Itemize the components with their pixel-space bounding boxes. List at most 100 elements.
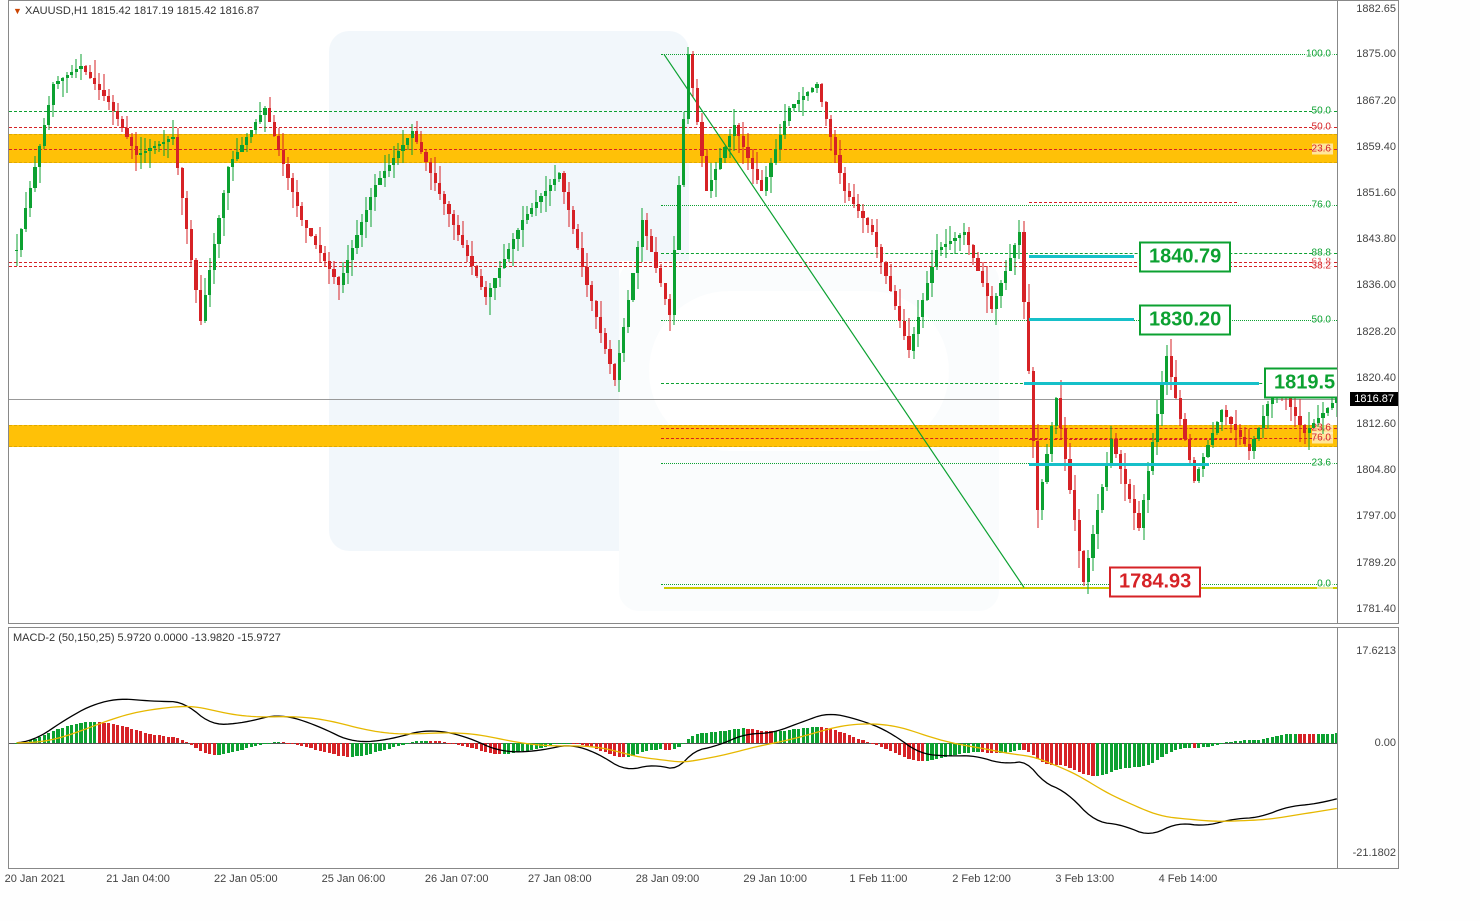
price-chart[interactable]: ▼ XAUUSD,H1 1815.42 1817.19 1815.42 1816… [8, 0, 1338, 624]
candlestick [1183, 413, 1186, 441]
candlestick [1147, 462, 1150, 513]
price-label-box: 1784.93 [1109, 566, 1201, 597]
candlestick [144, 138, 147, 163]
candlestick [374, 174, 377, 211]
candlestick [1133, 485, 1136, 530]
candlestick [1216, 421, 1219, 435]
candlestick [820, 83, 823, 107]
candlestick [999, 280, 1002, 308]
candlestick [949, 226, 952, 250]
candlestick [631, 273, 634, 302]
candlestick [696, 79, 699, 125]
price-ytick: 1875.00 [1356, 48, 1396, 60]
candlestick [93, 60, 96, 90]
candlestick [806, 91, 809, 101]
candlestick [567, 182, 570, 227]
candlestick [576, 224, 579, 250]
candlestick [89, 65, 92, 79]
candlestick [627, 290, 630, 333]
time-x-axis: 20 Jan 202121 Jan 04:0022 Jan 05:0025 Ja… [8, 869, 1336, 894]
candlestick [15, 234, 18, 266]
candlestick [1298, 399, 1301, 441]
candlestick [217, 215, 220, 258]
candlestick [926, 271, 929, 301]
price-ytick: 1797.00 [1356, 510, 1396, 522]
candlestick [549, 179, 552, 207]
time-xtick: 25 Jan 06:00 [322, 873, 386, 885]
candlestick [328, 252, 331, 284]
candlestick [489, 283, 492, 315]
candlestick [940, 242, 943, 255]
candlestick [1059, 380, 1062, 437]
candlestick [300, 202, 303, 225]
candlestick [392, 146, 395, 178]
candlestick [507, 243, 510, 262]
candlestick [29, 181, 32, 217]
candlestick [802, 87, 805, 115]
time-xtick: 4 Feb 14:00 [1159, 873, 1218, 885]
candlestick [199, 275, 202, 324]
price-y-axis: 1882.651875.001867.201859.401851.601843.… [1338, 0, 1399, 624]
price-ytick: 1851.60 [1356, 187, 1396, 199]
candlestick [1068, 443, 1071, 494]
candlestick [825, 101, 828, 126]
candlestick [737, 123, 740, 153]
candlestick [171, 120, 174, 145]
candlestick [24, 192, 27, 231]
candlestick [894, 285, 897, 310]
candlestick [852, 184, 855, 208]
candlestick [268, 97, 271, 122]
candlestick [848, 183, 851, 201]
candlestick [457, 215, 460, 241]
candlestick [466, 240, 469, 262]
candlestick [1078, 509, 1081, 568]
candlestick [539, 193, 542, 212]
candlestick [369, 188, 372, 226]
candlestick [1248, 429, 1251, 460]
candlestick [259, 102, 262, 124]
candlestick [1197, 467, 1200, 483]
candlestick [641, 208, 644, 263]
candlestick [1262, 405, 1265, 438]
candlestick [1119, 450, 1122, 485]
candlestick [756, 152, 759, 185]
candlestick [98, 73, 101, 101]
candlestick [503, 244, 506, 270]
candlestick [700, 113, 703, 167]
candlestick [493, 278, 496, 300]
candlestick [254, 119, 257, 134]
target-level-marker [1029, 463, 1209, 466]
candlestick [682, 112, 685, 186]
candlestick [930, 250, 933, 296]
candlestick [1087, 550, 1090, 594]
candlestick [282, 133, 285, 177]
candlestick [273, 115, 276, 136]
candlestick [20, 228, 23, 257]
candlestick [332, 261, 335, 284]
candlestick [208, 258, 211, 307]
chart-container: ▼ XAUUSD,H1 1815.42 1817.19 1815.42 1816… [0, 0, 1480, 921]
candlestick [857, 194, 860, 218]
candlestick [277, 128, 280, 156]
candlestick [608, 340, 611, 374]
candlestick [415, 121, 418, 144]
candlestick [604, 328, 607, 354]
candlestick [1220, 409, 1223, 431]
ohlc-label: 1815.42 1817.19 1815.42 1816.87 [91, 5, 259, 17]
time-xtick: 29 Jan 10:00 [743, 873, 807, 885]
candlestick [162, 130, 165, 156]
candlestick [815, 82, 818, 93]
chart-title: ▼ XAUUSD,H1 1815.42 1817.19 1815.42 1816… [13, 5, 259, 17]
candlestick [1041, 479, 1044, 519]
candlestick [871, 219, 874, 236]
candlestick [645, 213, 648, 250]
candlestick [967, 227, 970, 255]
candlestick [935, 234, 938, 270]
candlestick [1225, 405, 1228, 425]
candlestick [291, 173, 294, 208]
candlestick [484, 281, 487, 306]
candlestick [990, 286, 993, 313]
candlestick [1165, 345, 1168, 395]
macd-chart[interactable]: MACD-2 (50,150,25) 5.9720 0.0000 -13.982… [8, 627, 1338, 869]
candlestick [452, 210, 455, 240]
